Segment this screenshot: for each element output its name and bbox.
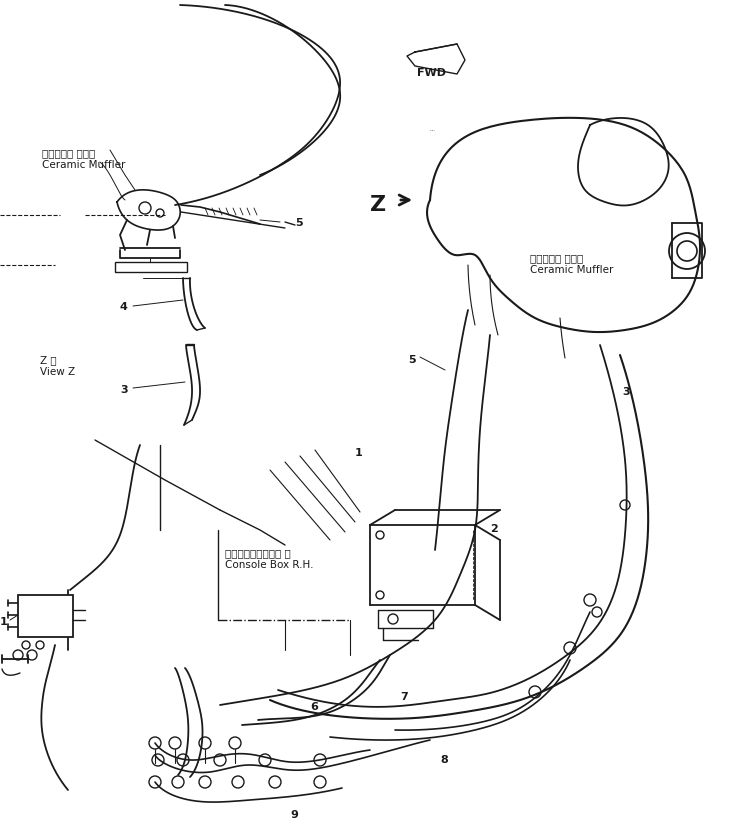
Text: Ceramic Muffler: Ceramic Muffler	[42, 160, 126, 170]
Text: 8: 8	[440, 755, 448, 765]
Text: 4: 4	[120, 302, 128, 312]
Bar	[115, 262, 187, 272]
Text: セラミック マフラ: セラミック マフラ	[42, 148, 95, 158]
Text: View Z: View Z	[40, 367, 75, 377]
Text: 1: 1	[355, 448, 363, 458]
Text: 5: 5	[408, 355, 416, 365]
Text: Z: Z	[370, 195, 386, 215]
Text: Ceramic Muffler: Ceramic Muffler	[530, 265, 613, 275]
Text: 7: 7	[400, 692, 408, 702]
Text: Z 視: Z 視	[40, 355, 56, 365]
Text: 6: 6	[310, 702, 318, 712]
Bar	[18, 595, 73, 637]
Text: 9: 9	[290, 810, 298, 820]
Text: 2: 2	[490, 524, 498, 534]
Text: 5: 5	[295, 218, 303, 228]
Polygon shape	[407, 44, 465, 74]
Text: セラミック マフラ: セラミック マフラ	[530, 253, 583, 263]
Text: コンソールボックス 右: コンソールボックス 右	[225, 548, 291, 558]
Text: 3: 3	[622, 387, 629, 397]
Text: 1: 1	[0, 617, 8, 627]
Text: FWD: FWD	[417, 68, 446, 78]
Text: 3: 3	[120, 385, 128, 395]
Text: Console Box R.H.: Console Box R.H.	[225, 560, 314, 570]
